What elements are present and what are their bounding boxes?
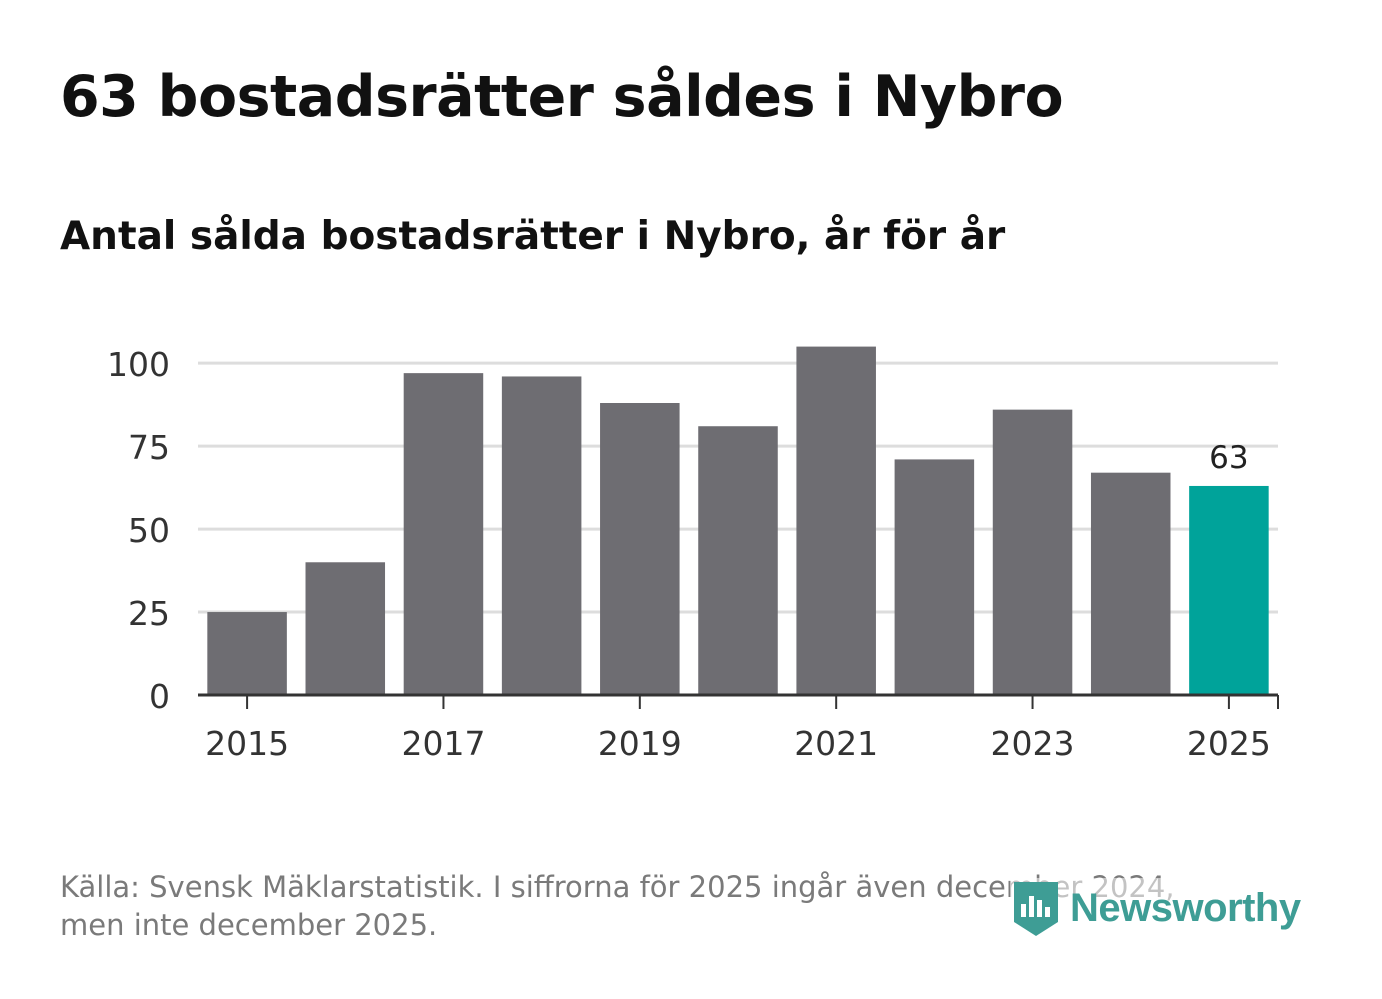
footnote-line-2: men inte december 2025.: [60, 908, 438, 942]
y-tick-label-50: 50: [128, 511, 170, 550]
y-tick-label-100: 100: [107, 345, 170, 384]
bar-2016: [305, 562, 386, 695]
newsworthy-logo: Newsworthy: [1010, 878, 1301, 938]
bar-2025: [1189, 485, 1269, 695]
x-tick-label-2021: 2021: [794, 724, 878, 763]
data-label-2025: 63: [1209, 440, 1248, 476]
labels: 0 25 50 75 100 63 2015 2017 2019 2021 2023 2025: [107, 345, 1271, 763]
bar-2015: [207, 612, 287, 695]
chart-title: 63 bostadsrätter såldes i Nybro: [60, 64, 1064, 130]
y-tick-label-0: 0: [149, 677, 170, 716]
bar-2023: [992, 409, 1073, 695]
source-footnote: Källa: Svensk Mäklarstatistik. I siffror…: [60, 868, 1260, 944]
x-tick-label-2015: 2015: [205, 724, 289, 763]
newsworthy-bar-chart-icon: [1014, 882, 1058, 936]
bar-2019: [600, 403, 680, 695]
chart-subtitle: Antal sålda bostadsrätter i Nybro, år fö…: [60, 214, 1006, 259]
bar-2018: [501, 376, 582, 695]
bar-2022: [894, 459, 975, 695]
bar-2024: [1090, 472, 1171, 695]
bar-2021: [796, 346, 876, 695]
x-tick-label-2023: 2023: [991, 724, 1075, 763]
bar-2017: [403, 373, 484, 695]
axes: [198, 693, 1279, 709]
footnote-line-1: Källa: Svensk Mäklarstatistik. I siffror…: [60, 870, 1175, 904]
y-tick-label-25: 25: [128, 594, 170, 633]
x-tick-label-2017: 2017: [401, 724, 485, 763]
bars: [207, 346, 1269, 695]
bar-2020: [698, 426, 778, 695]
x-tick-label-2019: 2019: [598, 724, 682, 763]
y-tick-label-75: 75: [128, 428, 170, 467]
x-tick-label-2025: 2025: [1187, 724, 1271, 763]
logo-text: Newsworthy: [1070, 885, 1301, 930]
